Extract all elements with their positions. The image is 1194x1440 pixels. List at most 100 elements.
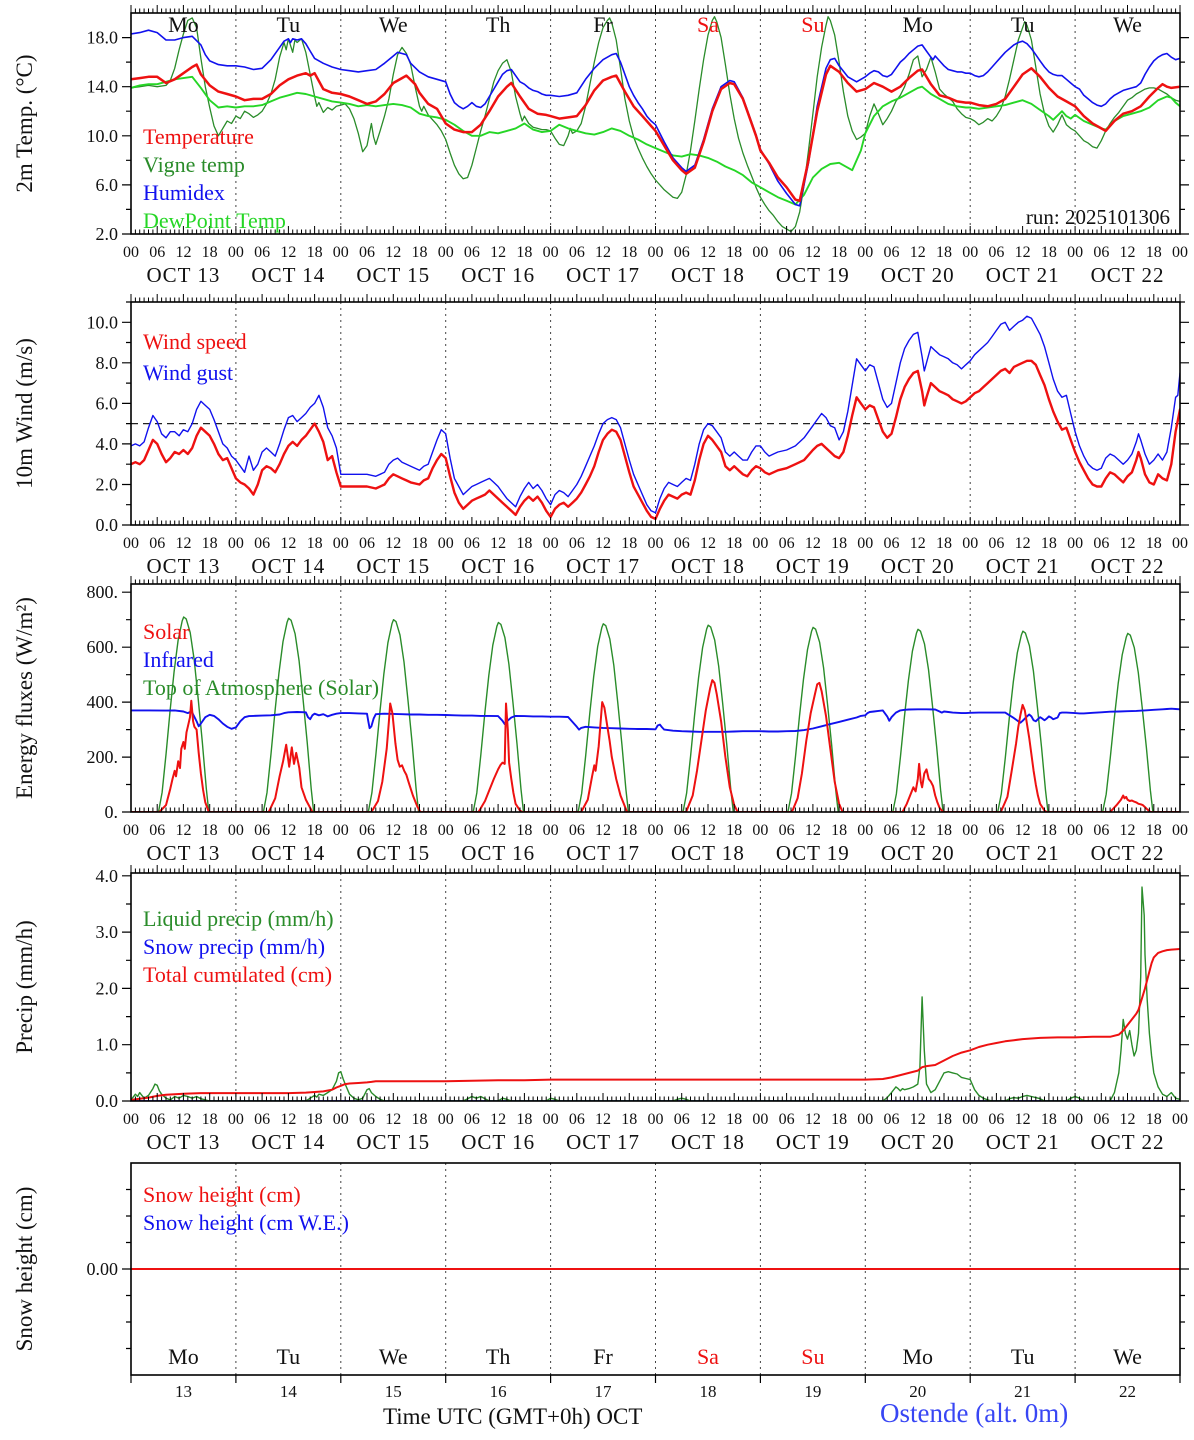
legend-vigne-temp: Vigne temp [143,152,245,177]
hour-label: 18 [307,535,323,552]
model-credit: MARv3.14 model forced by GFS (c) Lab. of… [4,1398,342,1440]
hour-label: 12 [595,822,611,839]
hour-label: 18 [1146,1111,1162,1128]
legend-temperature: Temperature [143,124,254,149]
oct-label: OCT 18 [671,554,745,578]
oct-label: OCT 15 [356,554,430,578]
hour-label: 00 [123,1111,139,1128]
panel-temperature: 2.0 6.0 10.0 14.0 18.0 2m Temp. (°C) 00 06 12 18 0… [12,5,1189,287]
oct-label: OCT 16 [461,263,535,287]
hour-label: 12 [385,244,401,261]
hour-label: 12 [385,822,401,839]
hour-label: 18 [831,244,847,261]
y-ticks [122,301,1189,526]
oct-label: OCT 19 [776,841,850,865]
hour-label: 06 [674,244,690,261]
series-liquid-precip [131,886,1180,1101]
hour-label: 06 [569,535,585,552]
hour-label: 12 [805,535,821,552]
day-name-top: We [1113,12,1142,37]
hour-label: 00 [648,822,664,839]
y-ticks [122,1188,1189,1350]
y-axis-title: Energy fluxes (W/m²) [12,597,37,799]
hour-label: 18 [307,1111,323,1128]
legend-dewpoint-temp: DewPoint Temp [143,208,286,233]
oct-label: OCT 20 [881,554,955,578]
station-label: Ostende (alt. 0m) [880,1398,1069,1428]
hour-label: 18 [411,244,427,261]
series-infrared [131,707,1180,733]
day-name-bottom: Tu [1011,1344,1035,1369]
ytick-label: 8.0 [96,353,119,373]
oct-label: OCT 18 [671,841,745,865]
y-axis-title: 10m Wind (m/s) [12,338,37,489]
hour-label: 18 [1041,535,1057,552]
hour-label: 06 [988,1111,1004,1128]
ytick-label: 2.0 [96,978,119,998]
hour-label: 18 [936,535,952,552]
oct-label: OCT 14 [251,1130,325,1154]
hour-label: 12 [595,1111,611,1128]
day-name-bottom: Mo [168,1344,199,1369]
oct-label: OCT 21 [986,841,1060,865]
hour-label: 18 [202,244,218,261]
hour-label: 00 [228,535,244,552]
series-total-cumulated [131,948,1180,1101]
hour-label: 12 [595,535,611,552]
hour-label: 06 [674,535,690,552]
hour-label: 06 [464,535,480,552]
hour-label: 06 [254,1111,270,1128]
day-name-top: Sa [697,12,719,37]
hour-label: 00 [857,822,873,839]
hour-label: 18 [1146,244,1162,261]
hour-label: 12 [1120,244,1136,261]
hour-label: 00 [543,822,559,839]
hour-label: 18 [621,1111,637,1128]
legend-top-of-atmosphere-solar-: Top of Atmosphere (Solar) [143,675,379,700]
hour-label: 06 [988,822,1004,839]
day-name-bottom: Tu [277,1344,301,1369]
hour-label: 06 [674,1111,690,1128]
ytick-label: 14.0 [87,77,119,97]
hour-label: 18 [307,244,323,261]
hour-label: 12 [805,822,821,839]
oct-label: OCT 20 [881,263,955,287]
hour-label: 00 [752,1111,768,1128]
hour-label: 00 [857,535,873,552]
series-wind-speed [131,359,1180,521]
ytick-label: 10.0 [87,126,119,146]
hour-label: 00 [1172,1111,1188,1128]
hour-label: 00 [962,535,978,552]
y-axis-title: Precip (mm/h) [12,920,37,1054]
oct-label: OCT 13 [147,841,221,865]
hour-label: 18 [1041,244,1057,261]
x-axis-title: Time UTC (GMT+0h) OCT [383,1404,643,1429]
oct-label: OCT 18 [671,263,745,287]
oct-label: OCT 22 [1091,554,1165,578]
oct-label: OCT 17 [566,841,640,865]
legend-total-cumulated-cm-: Total cumulated (cm) [143,962,332,987]
series-wind-gust [131,315,1180,514]
day-name-top: Mo [168,12,199,37]
oct-label: OCT 15 [356,841,430,865]
hour-label: 00 [333,1111,349,1128]
day-number: 19 [804,1382,821,1401]
panel-wind: 0.0 2.0 4.0 6.0 8.0 10.0 10m Wind (m/s) 00 06 12 1… [12,294,1189,578]
hour-label: 12 [1120,1111,1136,1128]
oct-label: OCT 18 [671,1130,745,1154]
hour-label: 06 [1093,1111,1109,1128]
hour-label: 06 [464,1111,480,1128]
hour-label: 18 [307,822,323,839]
hour-label: 12 [700,822,716,839]
legend-infrared: Infrared [143,647,214,672]
day-name-bottom: We [379,1344,408,1369]
ytick-label: 4.0 [96,866,119,886]
hour-label: 06 [254,244,270,261]
hour-label: 12 [490,535,506,552]
hour-label: 12 [1015,1111,1031,1128]
hour-label: 12 [1120,822,1136,839]
hour-label: 12 [910,822,926,839]
hour-label: 12 [175,822,191,839]
series-solar [131,679,1180,812]
